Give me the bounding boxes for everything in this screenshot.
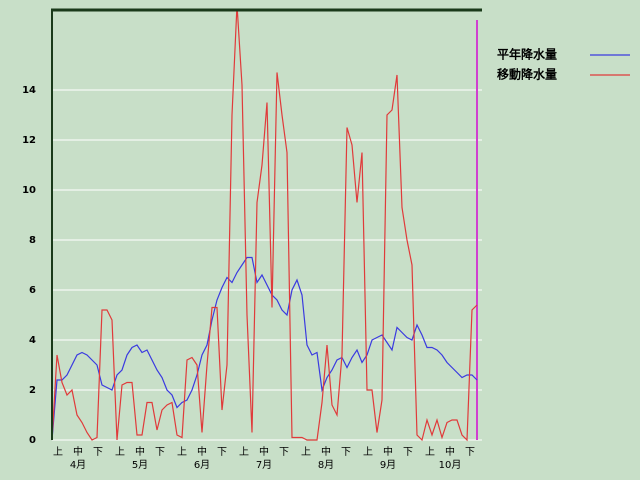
series-line bbox=[51, 10, 478, 442]
x-tick-label: 上 bbox=[425, 446, 435, 458]
y-tick-label: 0 bbox=[29, 435, 36, 446]
legend-label: 移動降水量 bbox=[497, 67, 557, 82]
x-tick-label: 中 bbox=[259, 445, 269, 458]
x-tick-label: 上 bbox=[177, 446, 187, 458]
x-tick-label: 下 bbox=[465, 447, 475, 458]
x-tick-label: 下 bbox=[279, 447, 289, 458]
x-tick-label: 下 bbox=[93, 447, 103, 458]
y-tick-label: 2 bbox=[29, 385, 36, 396]
y-tick-label: 14 bbox=[22, 85, 36, 96]
month-label: 8月 bbox=[318, 459, 334, 471]
x-tick-label: 中 bbox=[73, 445, 83, 458]
x-tick-label: 上 bbox=[363, 446, 373, 458]
x-tick-label: 中 bbox=[135, 445, 145, 458]
labels: 02468101214上中下上中下上中下上中下上中下上中下上中下4月 5月 6月 7月… bbox=[22, 85, 475, 471]
legend-label: 平年降水量 bbox=[497, 47, 557, 62]
month-label: 4月 bbox=[70, 459, 86, 471]
x-tick-label: 下 bbox=[403, 447, 413, 458]
month-label: 5月 bbox=[132, 459, 148, 471]
x-tick-label: 下 bbox=[155, 447, 165, 458]
month-label: 9月 bbox=[380, 459, 396, 471]
x-tick-label: 上 bbox=[239, 446, 249, 458]
month-label: 6月 bbox=[194, 459, 210, 471]
x-tick-label: 下 bbox=[217, 447, 227, 458]
y-tick-label: 12 bbox=[22, 135, 36, 146]
grid bbox=[52, 89, 482, 441]
x-tick-label: 中 bbox=[383, 445, 393, 458]
y-tick-label: 4 bbox=[29, 335, 36, 346]
x-tick-label: 中 bbox=[197, 445, 207, 458]
x-tick-label: 上 bbox=[53, 446, 63, 458]
x-tick-label: 中 bbox=[445, 445, 455, 458]
plot bbox=[51, 10, 478, 442]
x-tick-label: 上 bbox=[115, 446, 125, 458]
month-label: 10月 bbox=[439, 459, 462, 471]
x-tick-label: 下 bbox=[341, 447, 351, 458]
y-tick-label: 8 bbox=[29, 235, 36, 246]
y-tick-label: 6 bbox=[29, 285, 36, 296]
x-tick-label: 中 bbox=[321, 445, 331, 458]
x-tick-label: 上 bbox=[301, 446, 311, 458]
series-line bbox=[51, 256, 478, 441]
month-label: 7月 bbox=[256, 459, 272, 471]
y-tick-label: 10 bbox=[22, 185, 36, 196]
